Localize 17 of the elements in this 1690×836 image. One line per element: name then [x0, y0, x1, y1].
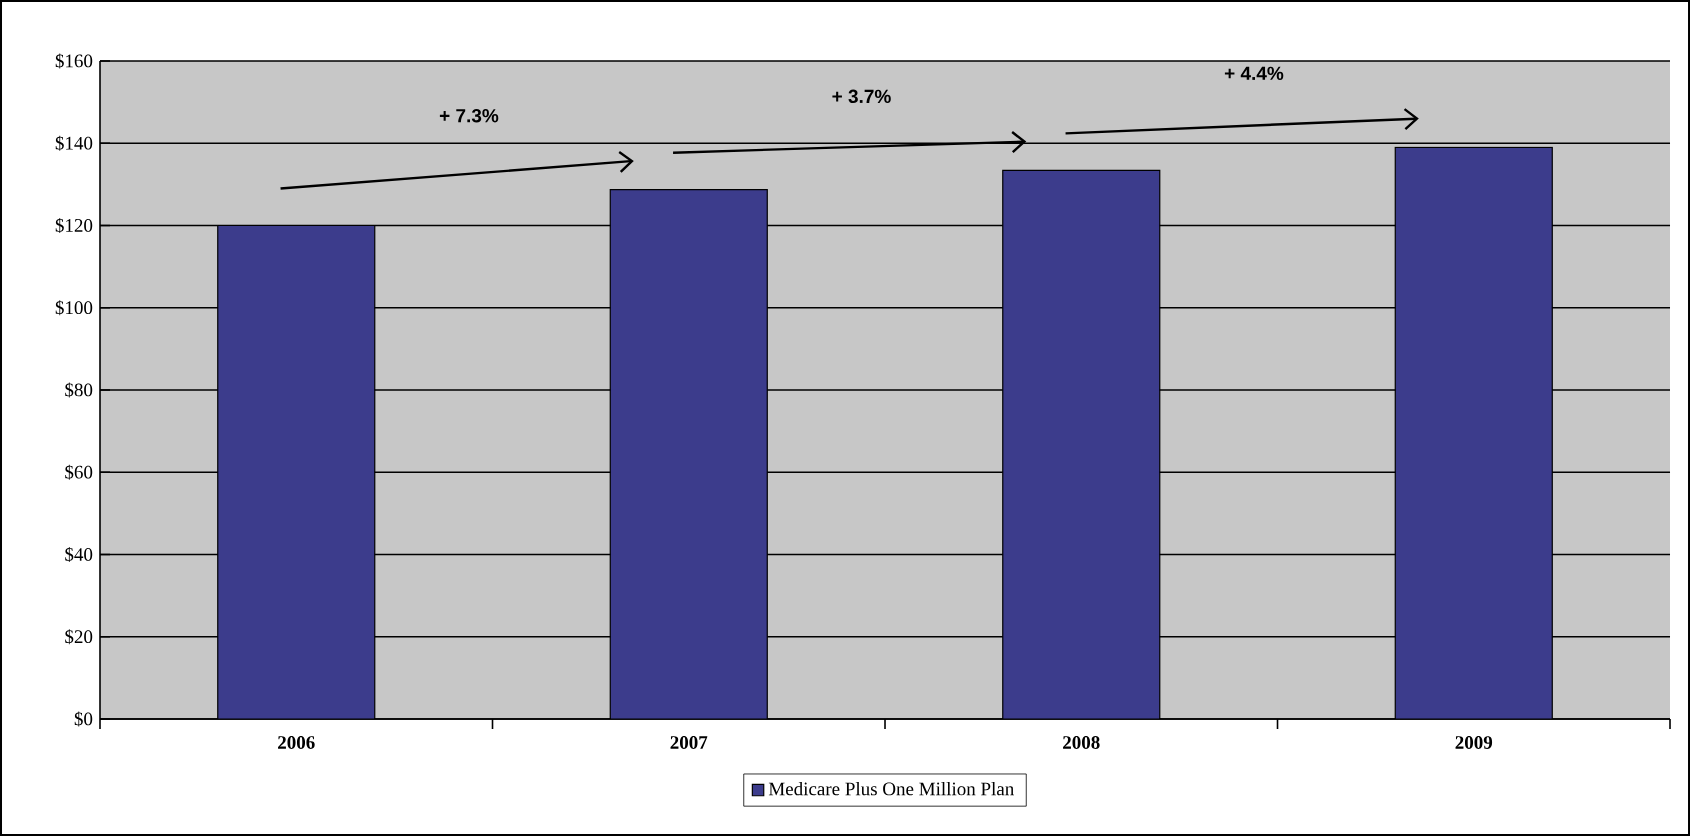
x-tick-label: 2009 — [1455, 736, 1493, 749]
y-tick-label: $60 — [65, 464, 93, 480]
x-tick-label: 2008 — [1063, 736, 1100, 749]
annotation: + 7.3% — [439, 108, 499, 123]
y-tick-label: $100 — [55, 300, 93, 316]
annotation: + 4.4% — [1224, 66, 1284, 81]
y-tick-label: $80 — [65, 382, 93, 398]
annotation: + 3.7% — [832, 89, 891, 104]
y-tick-label: $140 — [55, 135, 93, 151]
y-tick-label: $160 — [55, 53, 93, 69]
x-tick-label: 2006 — [278, 736, 315, 749]
x-tick-label: 2007 — [670, 736, 708, 749]
y-tick-label: $0 — [74, 711, 93, 727]
legend-label: Medicare Plus One Million Plan — [768, 781, 1014, 796]
y-tick-label: $20 — [65, 629, 93, 645]
y-tick-label: $120 — [55, 217, 93, 234]
y-tick-label: $40 — [65, 546, 93, 563]
